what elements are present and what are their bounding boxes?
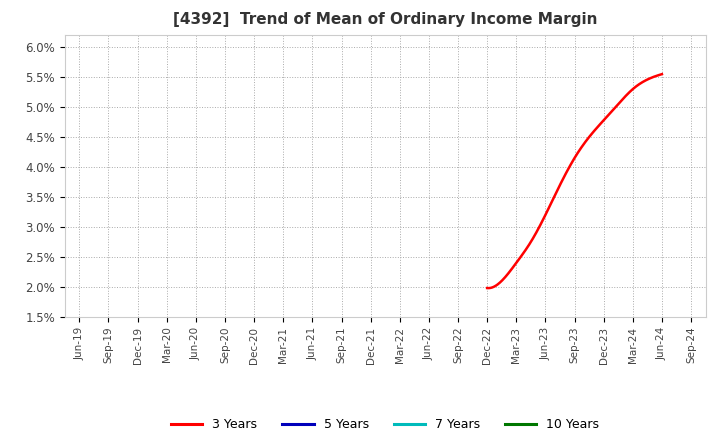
Legend: 3 Years, 5 Years, 7 Years, 10 Years: 3 Years, 5 Years, 7 Years, 10 Years bbox=[166, 413, 604, 436]
Title: [4392]  Trend of Mean of Ordinary Income Margin: [4392] Trend of Mean of Ordinary Income … bbox=[173, 12, 598, 27]
